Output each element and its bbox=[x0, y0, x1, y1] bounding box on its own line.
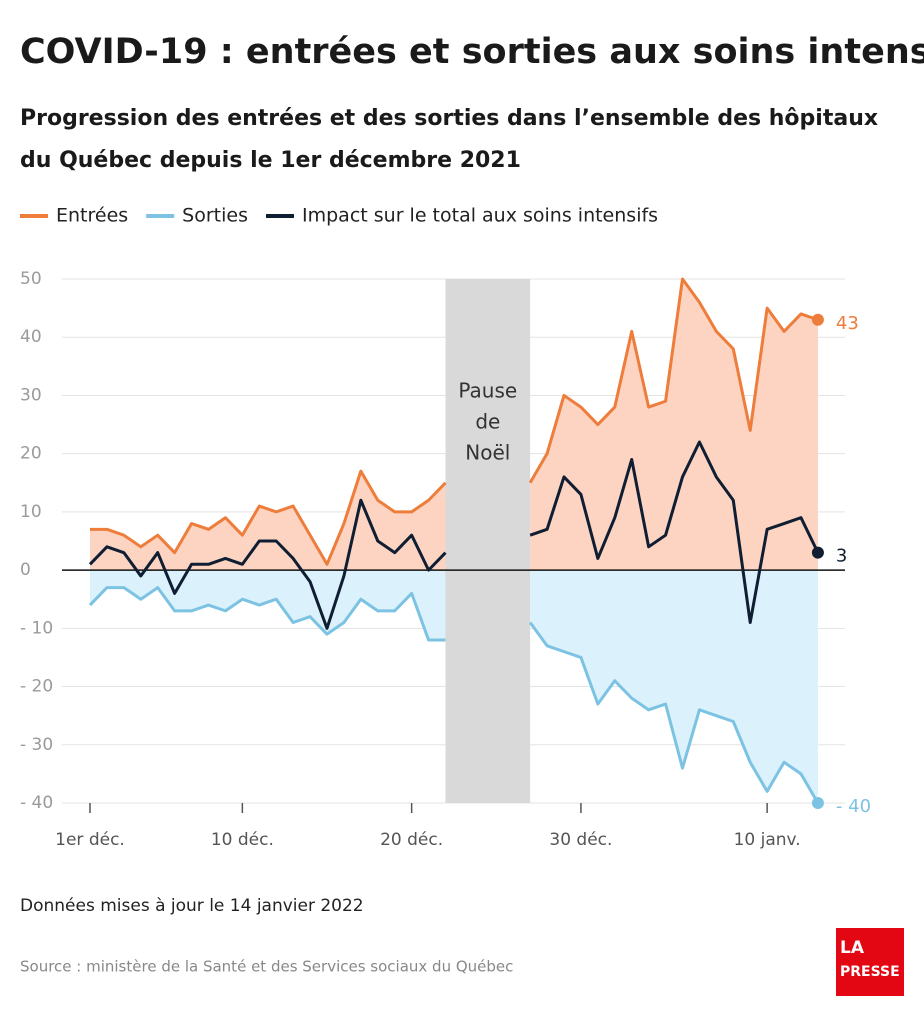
end-dot bbox=[811, 797, 824, 809]
legend-label: Entrées bbox=[56, 205, 128, 227]
y-tick-label: 20 bbox=[20, 444, 42, 464]
chart-title: COVID-19 : entrées et sorties aux soins … bbox=[20, 32, 924, 72]
pause-label: Pause bbox=[458, 379, 517, 403]
series-line bbox=[528, 277, 819, 484]
x-tick-label: 20 déc. bbox=[380, 830, 443, 850]
series-line bbox=[88, 586, 446, 642]
y-tick-label: 30 bbox=[20, 385, 42, 405]
note: Données mises à jour le 14 janvier 2022 bbox=[20, 896, 364, 916]
chart-subtitle: du Québec depuis le 1er décembre 2021 bbox=[20, 148, 521, 173]
end-label: - 40 bbox=[836, 796, 871, 817]
pause-band bbox=[445, 279, 531, 803]
end-label: 43 bbox=[836, 313, 859, 334]
source: Source : ministère de la Santé et des Se… bbox=[20, 958, 513, 976]
x-tick-label: 1er déc. bbox=[55, 830, 125, 850]
area bbox=[90, 471, 446, 571]
x-tick-label: 10 janv. bbox=[734, 830, 801, 850]
end-label: 3 bbox=[836, 546, 847, 567]
end-dot bbox=[811, 313, 824, 326]
y-tick-label: 0 bbox=[20, 560, 31, 580]
y-tick-label: - 10 bbox=[20, 618, 53, 638]
x-tick-label: 30 déc. bbox=[549, 830, 612, 850]
area bbox=[90, 570, 446, 640]
logo-box bbox=[836, 928, 904, 996]
logo-text: LA bbox=[840, 938, 865, 958]
series-line bbox=[529, 440, 820, 625]
series-line bbox=[528, 621, 820, 804]
y-tick-label: 50 bbox=[20, 269, 42, 289]
area bbox=[530, 570, 818, 803]
y-tick-label: 40 bbox=[20, 327, 42, 347]
legend-label: Impact sur le total aux soins intensifs bbox=[302, 205, 658, 227]
pause-label: Noël bbox=[465, 441, 510, 465]
y-tick-label: - 40 bbox=[20, 793, 53, 813]
series-line bbox=[90, 469, 447, 566]
pause-label: de bbox=[475, 410, 500, 434]
legend-label: Sorties bbox=[182, 205, 248, 227]
x-tick-label: 10 déc. bbox=[211, 830, 274, 850]
y-tick-label: 10 bbox=[20, 502, 42, 522]
y-tick-label: - 30 bbox=[20, 735, 53, 755]
series-line bbox=[88, 498, 447, 630]
end-dot bbox=[811, 546, 824, 559]
logo-text: PRESSE bbox=[840, 964, 900, 980]
chart-subtitle: Progression des entrées et des sorties d… bbox=[20, 106, 878, 131]
y-tick-label: - 20 bbox=[20, 677, 53, 697]
area bbox=[530, 279, 818, 571]
